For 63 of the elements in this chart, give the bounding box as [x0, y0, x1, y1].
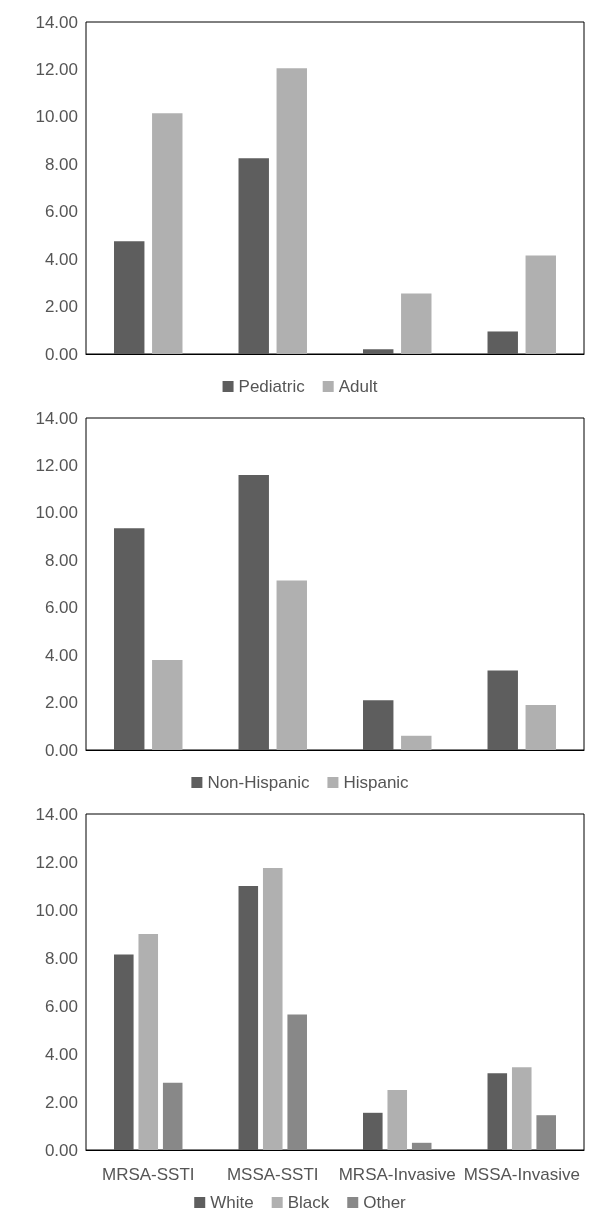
bar — [525, 255, 556, 354]
bar — [152, 659, 183, 750]
bar — [487, 331, 518, 354]
x-tick-label: MRSA-Invasive — [338, 1165, 456, 1184]
bar — [114, 528, 145, 750]
y-tick-label: 14.00 — [35, 804, 78, 824]
bar — [487, 670, 518, 750]
bar — [238, 474, 269, 750]
x-tick-label: MSSA-SSTI — [226, 1165, 319, 1184]
y-tick-label: 4.00 — [44, 1044, 78, 1064]
y-tick-label: 0.00 — [44, 740, 78, 760]
bar — [525, 704, 556, 750]
y-tick-label: 0.00 — [44, 1140, 78, 1160]
y-tick-label: 2.00 — [44, 1092, 78, 1112]
y-tick-label: 2.00 — [44, 297, 78, 317]
y-tick-label: 4.00 — [44, 249, 78, 269]
bar — [387, 1090, 408, 1150]
legend-label: Adult — [338, 377, 378, 396]
bar — [287, 1014, 307, 1150]
y-tick-label: 10.00 — [35, 503, 78, 523]
y-tick-label: 10.00 — [35, 900, 78, 920]
y-tick-label: 14.00 — [35, 408, 78, 428]
y-tick-label: 8.00 — [44, 550, 78, 570]
legend-label: Black — [287, 1193, 330, 1212]
x-tick-label: MRSA-SSTI — [101, 1165, 195, 1184]
bar — [401, 735, 432, 750]
bar — [152, 113, 183, 354]
bar — [114, 954, 134, 1150]
bar — [138, 934, 159, 1150]
legend-label: Non-Hispanic — [207, 773, 310, 792]
bar — [363, 349, 394, 354]
bar — [276, 68, 307, 354]
bar — [411, 1142, 432, 1150]
bar — [363, 1112, 383, 1150]
y-tick-label: 12.00 — [35, 852, 78, 872]
bar — [114, 241, 145, 354]
bar — [511, 1067, 532, 1150]
legend-label: White — [210, 1193, 254, 1212]
y-tick-label: 6.00 — [44, 202, 78, 222]
x-tick-label: MSSA-Invasive — [463, 1165, 580, 1184]
y-tick-label: 12.00 — [35, 455, 78, 475]
bar — [238, 886, 259, 1150]
bar — [363, 700, 394, 750]
bar — [276, 580, 307, 750]
legend-label: Hispanic — [343, 773, 410, 792]
y-tick-label: 6.00 — [44, 996, 78, 1016]
bar — [262, 868, 283, 1150]
bar — [162, 1082, 183, 1150]
y-tick-label: 6.00 — [44, 598, 78, 618]
y-tick-label: 12.00 — [35, 59, 78, 79]
bar — [536, 1115, 556, 1150]
y-tick-label: 8.00 — [44, 154, 78, 174]
legend-label: Other — [363, 1193, 407, 1212]
bar — [401, 293, 432, 354]
y-tick-label: 10.00 — [35, 107, 78, 127]
y-tick-label: 4.00 — [44, 645, 78, 665]
y-tick-label: 8.00 — [44, 948, 78, 968]
bar — [238, 158, 269, 354]
bar — [487, 1073, 508, 1150]
y-tick-label: 2.00 — [44, 693, 78, 713]
y-tick-label: 14.00 — [35, 12, 78, 32]
y-tick-label: 0.00 — [44, 344, 78, 364]
legend-label: Pediatric — [238, 377, 306, 396]
